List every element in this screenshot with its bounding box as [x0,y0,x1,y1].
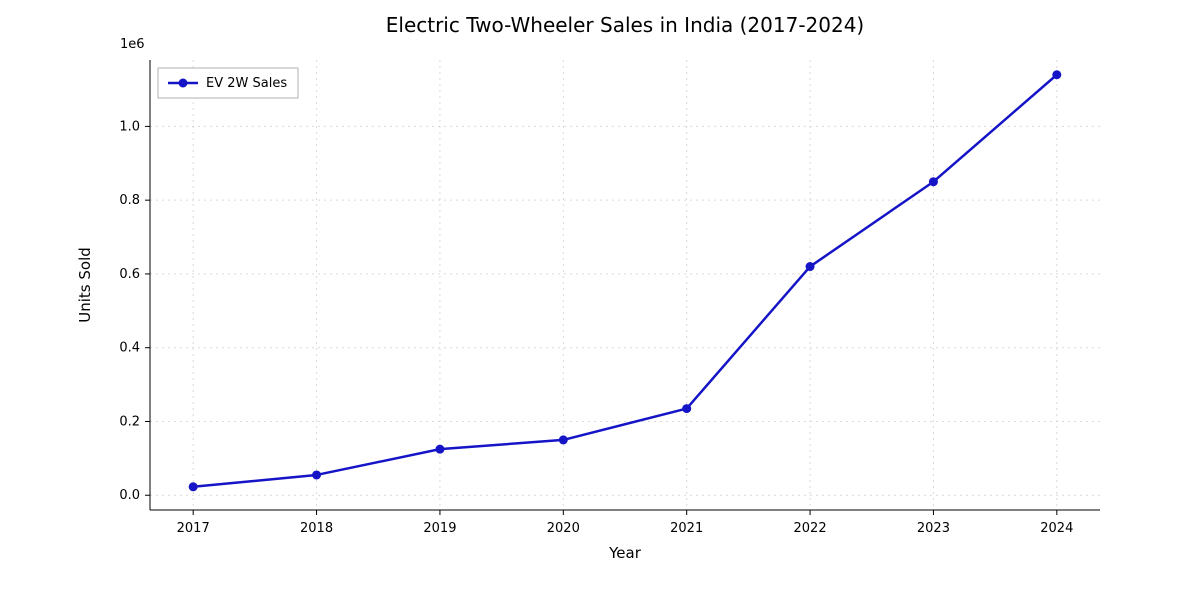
chart-title: Electric Two-Wheeler Sales in India (201… [386,13,865,37]
y-tick-label: 0.8 [119,193,140,208]
x-tick-label: 2019 [423,521,456,536]
x-tick-label: 2024 [1040,521,1073,536]
x-tick-label: 2022 [794,521,827,536]
data-marker [435,445,444,454]
y-tick-label: 0.6 [119,267,140,282]
legend-label: EV 2W Sales [206,76,287,91]
y-tick-label: 1.0 [119,119,140,134]
data-marker [806,262,815,271]
x-tick-label: 2017 [177,521,210,536]
y-tick-label: 0.2 [119,414,140,429]
legend: EV 2W Sales [158,68,298,98]
data-marker [1052,70,1061,79]
x-tick-label: 2021 [670,521,703,536]
y-tick-label: 0.0 [119,488,140,503]
y-tick-label: 0.4 [119,341,140,356]
chart-container: 2017 2018 2019 2020 2021 2022 2023 2024 0.0 0.2 0.… [0,0,1200,600]
legend-marker-sample [179,79,188,88]
x-tick-label: 2023 [917,521,950,536]
data-marker [559,435,568,444]
data-marker [682,404,691,413]
data-marker [312,470,321,479]
data-marker [189,482,198,491]
x-tick-label: 2018 [300,521,333,536]
line-chart: 2017 2018 2019 2020 2021 2022 2023 2024 0.0 0.2 0.… [0,0,1200,600]
x-axis-label: Year [608,544,642,562]
x-tick-label: 2020 [547,521,580,536]
y-axis-label: Units Sold [76,247,94,323]
y-scale-exponent: 1e6 [120,37,145,52]
data-marker [929,177,938,186]
